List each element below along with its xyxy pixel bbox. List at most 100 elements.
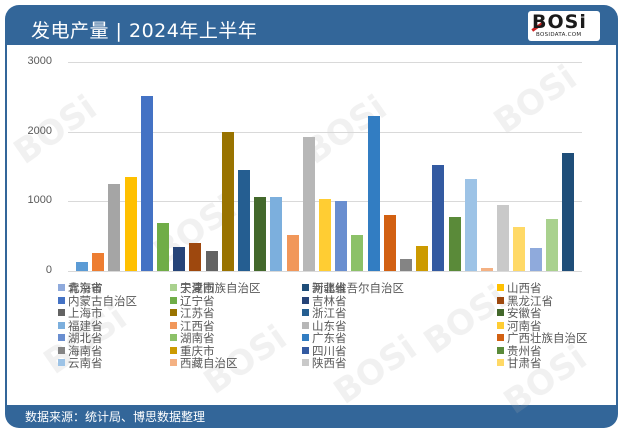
legend-label: 贵州省 <box>507 343 542 358</box>
legend-item: 宁夏回族自治区 <box>170 282 261 294</box>
gridline <box>68 271 582 272</box>
bar-23 <box>432 165 444 271</box>
legend-swatch-icon <box>302 346 309 354</box>
legend-label: 辽宁省 <box>180 293 215 308</box>
legend-label: 广西壮族自治区 <box>507 331 588 345</box>
legend-label: 福建省 <box>68 318 103 333</box>
bar-20 <box>384 215 396 271</box>
legend-label: 青海省 <box>68 281 103 295</box>
legend-label: 内蒙古自治区 <box>68 293 137 308</box>
legend-label: 湖南省 <box>180 331 215 345</box>
legend-item: 内蒙古自治区 <box>58 295 137 307</box>
legend-swatch-icon <box>497 346 504 354</box>
legend-swatch-icon <box>497 284 504 291</box>
y-tick-label: 2000 <box>27 125 52 137</box>
bar-8 <box>189 243 201 271</box>
y-tick-label: 0 <box>45 264 52 276</box>
legend-swatch-icon <box>170 334 177 341</box>
legend-item: 安徽省 <box>497 307 542 319</box>
gridline <box>68 132 582 133</box>
legend-label: 云南省 <box>68 356 103 370</box>
legend-label: 西藏自治区 <box>180 356 238 370</box>
legend-item: 河南省 <box>497 320 542 332</box>
bar-19 <box>368 116 380 271</box>
legend-item: 四川省 <box>302 345 347 357</box>
legend-item: 江苏省 <box>170 307 215 319</box>
legend-label: 北京市 <box>68 281 103 295</box>
bar-15 <box>303 137 315 271</box>
bar-25 <box>465 179 477 271</box>
bar-14 <box>287 235 299 271</box>
legend-item: 黑龙江省 <box>497 295 553 307</box>
legend-label: 天津市 <box>180 281 215 295</box>
bar-6 <box>157 223 169 271</box>
legend-label: 上海市 <box>68 306 103 320</box>
legend-label: 重庆市 <box>180 343 215 358</box>
legend-swatch-icon <box>497 321 504 329</box>
legend-swatch-icon <box>302 284 309 291</box>
legend-swatch-icon <box>58 284 65 291</box>
legend-swatch-icon <box>497 334 504 341</box>
legend-label: 陕西省 <box>312 356 347 370</box>
legend-swatch-icon <box>170 359 177 366</box>
legend-item: 海南省 <box>58 345 103 357</box>
data-source-note: 数据来源：统计局、博思数据整理 <box>25 410 206 424</box>
legend-swatch-icon <box>302 296 309 304</box>
bar-17 <box>335 201 347 271</box>
legend-item: 甘肃省 <box>497 357 542 369</box>
y-tick-label: 3000 <box>27 55 52 67</box>
legend-swatch-icon <box>170 284 177 291</box>
legend-swatch-icon <box>497 309 504 316</box>
legend-item: 重庆市 <box>170 345 215 357</box>
legend-item: 新疆维吾尔自治区 <box>302 282 404 294</box>
legend-label: 山东省 <box>312 318 347 333</box>
bar-30 <box>546 219 558 271</box>
legend-swatch-icon <box>58 321 65 329</box>
legend-label: 浙江省 <box>312 306 347 320</box>
legend-label: 四川省 <box>312 343 347 358</box>
legend-label: 安徽省 <box>507 306 542 320</box>
y-tick-label: 1000 <box>27 194 52 206</box>
bar-21 <box>400 259 412 271</box>
legend-label: 广东省 <box>312 331 347 345</box>
bar-9 <box>206 251 218 271</box>
bar-10 <box>222 132 234 271</box>
legend-label: 山西省 <box>507 281 542 295</box>
legend-item: 云南省 <box>58 357 103 369</box>
bar-4 <box>125 177 137 271</box>
watermark: BOSi <box>486 57 585 143</box>
legend-swatch-icon <box>58 334 65 341</box>
bar-29 <box>530 248 542 271</box>
bar-27 <box>497 205 509 271</box>
legend-label: 河南省 <box>507 318 542 333</box>
gridline <box>68 62 582 63</box>
legend-item: 辽宁省 <box>170 295 215 307</box>
legend-item: 陕西省 <box>302 357 347 369</box>
bar-26 <box>481 268 493 271</box>
legend-label: 海南省 <box>68 343 103 358</box>
bar-7 <box>173 247 185 271</box>
legend-swatch-icon <box>497 296 504 304</box>
legend-label: 吉林省 <box>312 293 347 308</box>
legend-swatch-icon <box>497 359 504 366</box>
legend-label: 江苏省 <box>180 306 215 320</box>
legend-item: 吉林省 <box>302 295 347 307</box>
bar-2 <box>92 253 104 271</box>
bar-28 <box>513 227 525 271</box>
legend-item: 广西壮族自治区 <box>497 332 588 344</box>
bar-22 <box>416 246 428 271</box>
legend-label: 黑龙江省 <box>507 293 553 308</box>
legend-item: 青海省 <box>58 282 103 294</box>
legend-label: 甘肃省 <box>507 356 542 370</box>
legend-item: 贵州省 <box>497 345 542 357</box>
legend-label: 新疆维吾尔自治区 <box>312 281 404 295</box>
bar-24 <box>449 217 461 271</box>
bar-1 <box>76 262 88 271</box>
bar-31 <box>562 153 574 271</box>
bar-11 <box>238 170 250 271</box>
legend-swatch-icon <box>58 346 65 354</box>
bar-12 <box>254 197 266 271</box>
bar-13 <box>270 197 282 271</box>
legend-label: 宁夏回族自治区 <box>180 281 261 295</box>
